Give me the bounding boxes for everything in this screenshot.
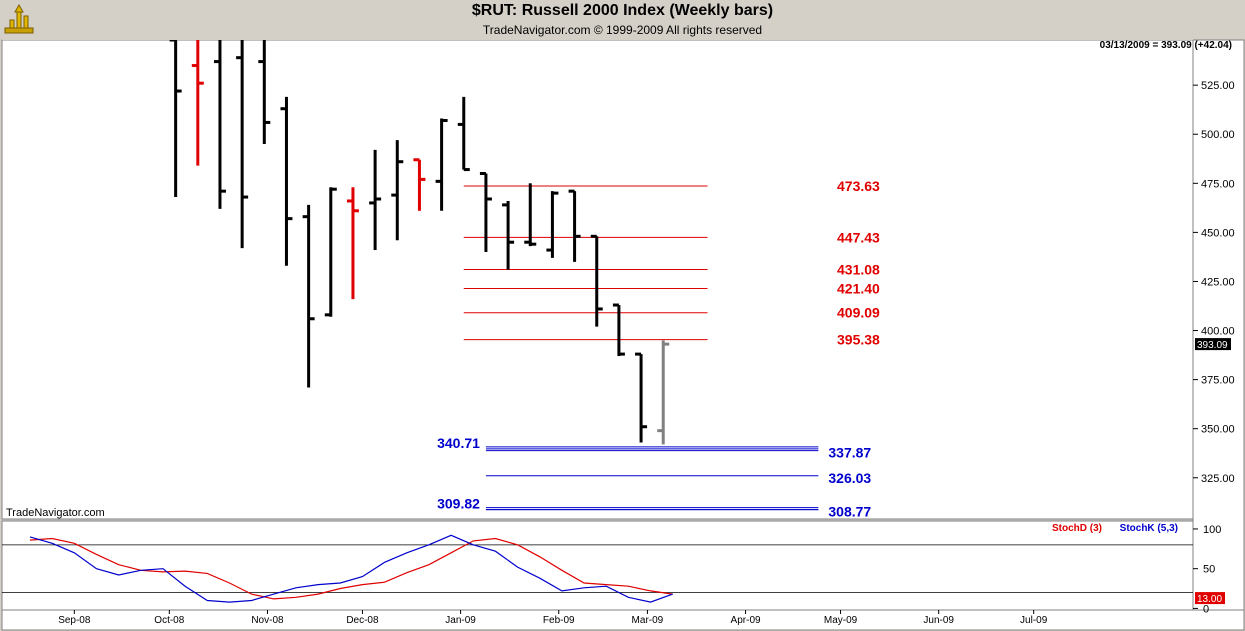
- ohlc-bar: [612, 303, 625, 357]
- ohlc-bar: [391, 140, 404, 241]
- ohlc-bar: [479, 171, 492, 253]
- level-label: 308.77: [828, 504, 871, 520]
- tradenavigator-logo: [2, 3, 36, 38]
- time-tick-label: Jun-09: [923, 615, 954, 626]
- legend-stoch-k: StochK (5,3): [1120, 523, 1178, 534]
- ohlc-bar: [191, 40, 204, 166]
- stoch-d-line: [29, 537, 673, 600]
- ohlc-bar: [635, 352, 648, 443]
- time-tick-label: Jan-09: [445, 615, 476, 626]
- chart-title: $RUT: Russell 2000 Index (Weekly bars): [471, 2, 774, 19]
- stoch-last-tag: [1195, 592, 1225, 605]
- level-label: 431.08: [837, 262, 880, 278]
- ohlc-bar: [413, 158, 426, 211]
- level-label: 337.87: [828, 445, 871, 461]
- time-tick-label: May-09: [824, 615, 858, 626]
- stoch-tick-label: 0: [1203, 603, 1209, 615]
- time-tick-label: Mar-09: [632, 615, 664, 626]
- price-tick-label: 475.00: [1201, 178, 1235, 190]
- legend-stoch-d: StochD (3): [1052, 523, 1102, 534]
- level-label: 421.40: [837, 281, 880, 297]
- ohlc-bar: [590, 234, 603, 327]
- stoch-tick-label: 100: [1203, 524, 1221, 536]
- last-price-label: 393.09: [1197, 340, 1228, 351]
- ohlc-bar: [369, 149, 382, 251]
- price-tick-label: 325.00: [1201, 473, 1235, 485]
- stoch-tick-label: 50: [1203, 564, 1215, 576]
- level-label: 473.63: [837, 178, 880, 194]
- ohlc-bar: [302, 204, 315, 388]
- level-label: 340.71: [437, 435, 480, 451]
- price-tick-label: 525.00: [1201, 80, 1235, 92]
- ohlc-bar: [213, 40, 226, 209]
- ohlc-bar: [546, 191, 559, 258]
- time-tick-label: Feb-09: [543, 615, 575, 626]
- level-label: 326.03: [828, 470, 871, 486]
- ohlc-bar: [524, 183, 537, 247]
- time-tick-label: Jul-09: [1020, 615, 1048, 626]
- ohlc-bar: [568, 189, 581, 262]
- level-label: 395.38: [837, 332, 880, 348]
- ohlc-bar: [280, 96, 293, 266]
- chart-subtitle: TradeNavigator.com © 1999-2009 All right…: [482, 23, 763, 37]
- ohlc-bar: [435, 118, 448, 211]
- price-axis-panel: [1192, 39, 1245, 611]
- ohlc-bar: [236, 40, 249, 249]
- time-tick-label: Apr-09: [731, 615, 761, 626]
- price-tick-label: 425.00: [1201, 276, 1235, 288]
- ohlc-bar: [258, 40, 271, 145]
- ohlc-bar: [502, 200, 515, 270]
- price-tick-label: 500.00: [1201, 129, 1235, 141]
- watermark-label: TradeNavigator.com: [6, 507, 105, 519]
- price-tick-label: 350.00: [1201, 424, 1235, 436]
- level-label: 309.82: [437, 496, 480, 512]
- ohlc-bar: [657, 340, 670, 445]
- time-axis-panel: [1, 609, 1245, 631]
- stoch-pane: [1, 520, 1194, 611]
- time-tick-label: Sep-08: [58, 615, 91, 626]
- ohlc-bar: [324, 187, 337, 317]
- ohlc-bars: [169, 38, 670, 445]
- quote-readout: 03/13/2009 = 393.09 (+42.04): [1100, 40, 1232, 51]
- last-price-tag: [1195, 338, 1231, 351]
- level-label: 409.09: [837, 305, 880, 321]
- time-tick-label: Nov-08: [251, 615, 284, 626]
- time-tick-label: Oct-08: [154, 615, 184, 626]
- time-tick-label: Dec-08: [346, 615, 379, 626]
- price-tick-label: 400.00: [1201, 326, 1235, 338]
- ohlc-bar: [346, 187, 359, 300]
- price-tick-label: 450.00: [1201, 227, 1235, 239]
- stoch-last-label: 13.00: [1197, 594, 1222, 605]
- level-label: 447.43: [837, 229, 880, 245]
- stoch-k-line: [29, 534, 673, 603]
- ohlc-bar: [457, 96, 470, 172]
- price-pane-top-mask: [2, 0, 1193, 40]
- price-tick-label: 375.00: [1201, 375, 1235, 387]
